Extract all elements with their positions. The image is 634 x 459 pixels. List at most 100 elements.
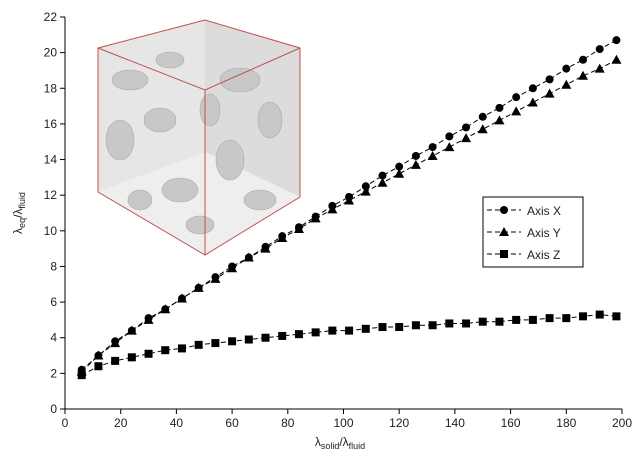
marker — [545, 75, 554, 84]
marker — [561, 79, 572, 89]
marker — [527, 97, 538, 107]
x-tick-label: 80 — [281, 416, 295, 430]
marker — [512, 315, 521, 324]
marker — [210, 273, 221, 283]
y-tick-label: 16 — [44, 117, 58, 131]
marker — [410, 159, 421, 169]
marker — [278, 331, 287, 340]
y-tick-label: 14 — [44, 153, 58, 167]
marker — [612, 36, 621, 45]
marker — [160, 304, 171, 314]
marker — [111, 356, 120, 365]
marker — [294, 330, 303, 339]
y-axis-label: λeq/λfluid — [11, 192, 27, 234]
x-tick-label: 140 — [445, 416, 465, 430]
marker — [143, 314, 154, 324]
marker — [394, 168, 405, 178]
marker — [595, 45, 604, 54]
marker — [528, 315, 537, 324]
marker — [377, 177, 388, 187]
marker — [293, 224, 304, 234]
marker — [395, 162, 404, 171]
marker — [94, 362, 103, 371]
marker — [512, 93, 521, 102]
marker — [328, 326, 337, 335]
marker — [93, 350, 104, 360]
y-tick-label: 4 — [50, 331, 57, 345]
marker — [494, 115, 505, 125]
marker — [478, 317, 487, 326]
marker — [126, 325, 137, 335]
y-tick-label: 2 — [50, 366, 57, 380]
marker — [544, 88, 555, 98]
y-tick-label: 12 — [44, 188, 58, 202]
marker — [579, 55, 588, 64]
y-tick-label: 10 — [44, 224, 58, 238]
marker — [511, 106, 522, 116]
marker — [360, 186, 371, 196]
y-tick-label: 0 — [50, 402, 57, 416]
marker — [378, 323, 387, 332]
marker — [361, 182, 370, 191]
marker — [327, 204, 338, 214]
legend-label: Axis Z — [527, 248, 560, 262]
marker — [595, 310, 604, 319]
marker — [461, 133, 472, 143]
legend-marker — [499, 227, 509, 236]
marker — [594, 63, 605, 73]
x-tick-label: 200 — [612, 416, 632, 430]
marker — [562, 314, 571, 323]
marker — [612, 312, 621, 321]
marker — [445, 132, 454, 141]
marker — [428, 321, 437, 330]
y-tick-label: 20 — [44, 46, 58, 60]
marker — [411, 151, 420, 160]
marker — [445, 319, 454, 328]
marker — [77, 371, 86, 380]
marker — [243, 252, 254, 262]
x-axis-label: λsolid/λfluid — [315, 435, 365, 451]
marker — [227, 263, 238, 273]
marker — [545, 314, 554, 323]
marker — [161, 346, 170, 355]
marker — [110, 338, 121, 348]
marker — [462, 319, 471, 328]
legend-marker — [500, 250, 508, 258]
marker — [345, 326, 354, 335]
y-tick-label: 6 — [50, 295, 57, 309]
marker — [228, 337, 237, 346]
marker — [177, 344, 186, 353]
marker — [579, 312, 588, 321]
marker — [194, 340, 203, 349]
marker — [244, 335, 253, 344]
x-tick-label: 20 — [114, 416, 128, 430]
marker — [193, 282, 204, 292]
marker — [344, 195, 355, 205]
marker — [495, 103, 504, 112]
y-tick-label: 8 — [50, 259, 57, 273]
x-tick-label: 180 — [556, 416, 576, 430]
marker — [562, 64, 571, 73]
marker — [378, 171, 387, 180]
y-tick-label: 22 — [44, 10, 58, 24]
marker — [477, 124, 488, 134]
marker — [395, 323, 404, 332]
marker — [127, 353, 136, 362]
marker — [428, 143, 437, 152]
marker — [444, 142, 455, 152]
marker — [311, 328, 320, 337]
legend-marker — [500, 206, 508, 214]
marker — [361, 324, 370, 333]
inset-cube — [97, 19, 301, 256]
x-tick-label: 0 — [62, 416, 69, 430]
marker — [277, 232, 288, 242]
legend-label: Axis X — [527, 204, 561, 218]
marker — [528, 84, 537, 93]
marker — [261, 333, 270, 342]
marker — [260, 243, 271, 253]
marker — [611, 54, 622, 64]
marker — [144, 349, 153, 358]
marker — [478, 112, 487, 121]
marker — [427, 150, 438, 160]
